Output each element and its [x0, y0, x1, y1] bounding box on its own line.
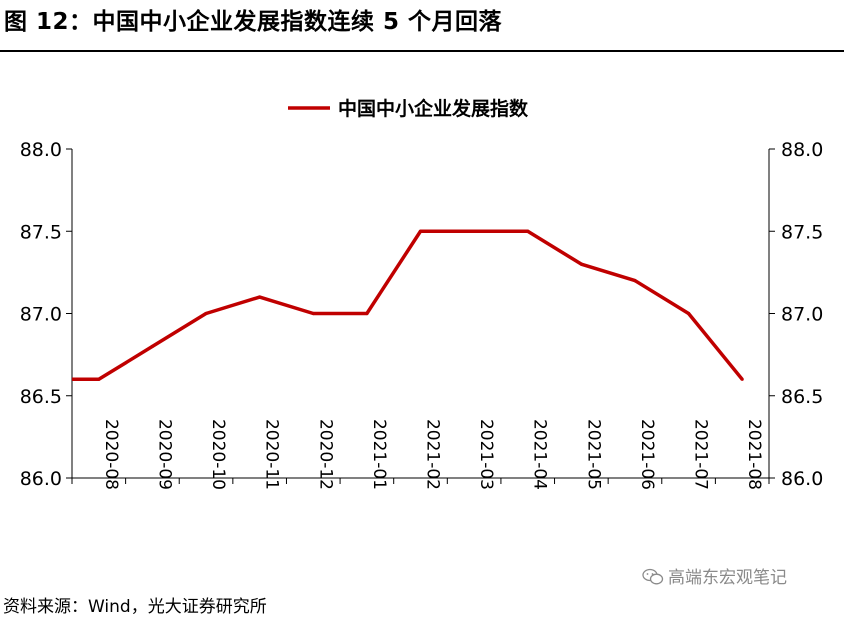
data-point — [418, 229, 423, 233]
y-tick-label-left: 87.0 — [20, 304, 62, 326]
y-tick-label-left: 88.0 — [20, 139, 62, 161]
x-tick-label: 2021-03 — [476, 419, 496, 490]
y-tick-label-right: 87.0 — [781, 304, 823, 326]
data-point — [472, 229, 476, 233]
figure-title: 图 12：中国中小企业发展指数连续 5 个月回落 — [4, 9, 503, 35]
x-tick-label: 2020-10 — [208, 419, 228, 490]
data-point — [526, 229, 530, 233]
y-tick-label-right: 88.0 — [781, 139, 823, 161]
y-tick-label-left: 86.5 — [20, 386, 62, 408]
x-tick-label: 2021-08 — [744, 419, 764, 490]
watermark-text: 高端东宏观笔记 — [668, 568, 787, 588]
data-point — [740, 377, 744, 381]
x-tick-label: 2021-05 — [583, 419, 603, 490]
x-tick-label: 2020-11 — [262, 419, 282, 490]
data-point — [686, 311, 691, 316]
series-group — [72, 229, 744, 382]
x-tick-label: 2021-06 — [637, 419, 657, 490]
x-tick-label: 2021-01 — [369, 419, 389, 490]
data-point — [311, 311, 315, 316]
x-tick-label: 2020-12 — [315, 419, 335, 490]
data-point — [97, 377, 101, 381]
y-tick-label-right: 86.5 — [781, 386, 823, 408]
series-line — [72, 229, 744, 382]
x-tick-label: 2021-04 — [530, 419, 550, 490]
x-tick-label: 2021-02 — [423, 419, 443, 490]
data-point — [579, 262, 583, 266]
chart-svg: 中国中小企业发展指数 86.0 86.086.5 86.587.0 87.087.5 8… — [20, 97, 824, 490]
y-tick-label-right: 87.5 — [781, 221, 823, 243]
legend: 中国中小企业发展指数 — [288, 97, 529, 120]
source-note: 资料来源：Wind，光大证券研究所 — [3, 597, 267, 617]
data-point — [258, 295, 262, 299]
data-point — [365, 311, 369, 316]
y-tick-labels: 86.0 86.0 86.5 86.5 87.0 87.0 87.5 87.5 88.0 88.0 — [20, 139, 824, 490]
x-tick-label: 2020-09 — [154, 419, 174, 490]
data-point — [204, 311, 208, 316]
wechat-icon — [642, 568, 664, 585]
x-tick-label: 2020-08 — [101, 419, 121, 490]
data-point — [150, 344, 155, 348]
y-tick-label-left: 87.5 — [20, 221, 62, 243]
legend-label: 中国中小企业发展指数 — [338, 97, 529, 120]
data-point — [633, 279, 637, 283]
x-tick-label: 2021-07 — [691, 419, 711, 490]
axes — [66, 148, 775, 484]
y-tick-label-left: 86.0 — [20, 468, 62, 490]
x-tick-labels: 2020-08 2020-09 2020-10 2020-11 2020-12 2021-… — [101, 419, 764, 490]
y-tick-label-right: 86.0 — [781, 468, 823, 490]
watermark: 高端东宏观笔记 — [642, 563, 787, 588]
title-divider — [0, 50, 844, 52]
